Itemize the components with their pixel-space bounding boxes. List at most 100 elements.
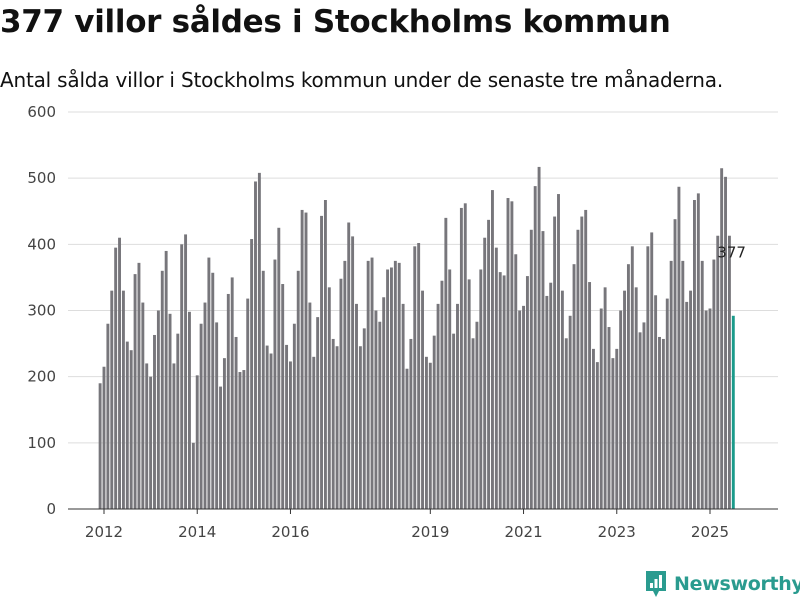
y-tick-labels: 0 100 200 300 400 500 600 [27,103,56,518]
bar [382,297,386,509]
x-tick-label: 2023 [598,523,636,541]
bar [491,190,494,509]
bar [331,338,335,509]
bar [557,194,560,510]
bar [413,246,417,509]
bar [230,277,234,509]
bar [518,310,522,509]
bar [452,333,456,509]
bar [696,193,700,509]
bar [234,336,238,509]
bars [98,166,735,510]
bar [727,235,731,510]
bar [226,293,230,509]
bar [545,295,549,509]
bar [296,270,300,509]
bar [623,290,626,509]
bar [681,260,685,510]
bar [246,298,250,509]
bar [121,290,125,509]
bar [588,282,592,509]
bar [502,275,506,509]
bar [386,269,390,509]
bar [219,386,222,509]
bar [343,260,347,510]
chart-title: 377 villor såldes i Stockholms kommun [0,4,671,40]
bar [211,272,215,509]
x-tick-label: 2012 [85,523,123,541]
bar [669,260,673,510]
bar [595,362,599,509]
bar [176,333,180,509]
y-tick-label: 0 [46,500,56,518]
bar [720,168,724,510]
bar [184,234,188,509]
bar [607,327,611,509]
bar [456,303,459,509]
bar [533,186,537,510]
bar [463,203,467,509]
bar [347,222,351,509]
bar [576,229,580,509]
bar [444,217,448,509]
bar [553,216,557,510]
bar [265,345,269,509]
bar [160,270,164,509]
bar [654,295,658,509]
bar [467,279,471,509]
y-tick-label: 200 [27,368,56,386]
bar [242,370,246,509]
y-tick-label: 400 [27,235,56,253]
bar [448,269,452,509]
bar [355,303,358,509]
bar [366,260,370,510]
bar [114,247,118,509]
bar [568,315,572,509]
bar [393,260,397,510]
bar [98,383,102,509]
bar [156,310,160,509]
bar [281,284,285,509]
x-tick-label: 2016 [271,523,309,541]
bar [549,282,553,509]
bar [677,186,681,509]
y-tick-label: 500 [27,169,56,187]
bar [168,313,172,509]
bar [525,276,529,509]
bar [172,363,176,509]
bar [339,278,343,509]
bar [619,310,623,509]
bar [712,259,716,509]
y-tick-label: 300 [27,302,56,320]
bar [529,229,533,509]
bar [141,302,145,509]
bar [145,363,149,509]
bar [421,290,424,509]
bar [724,176,727,509]
bar [137,262,141,509]
bar [269,353,273,509]
bar [374,310,378,509]
bar [285,344,289,509]
bar [603,287,607,509]
bar [254,181,257,510]
bar [611,358,615,509]
bar [358,346,362,509]
bar [320,215,323,509]
bar [327,287,331,509]
bar [514,254,518,509]
bar [560,290,564,509]
bar [436,303,440,509]
bar [129,350,133,509]
bar [592,348,595,509]
x-tick-label: 2019 [411,523,449,541]
bar [362,328,366,509]
bar [510,201,514,509]
bar [564,338,568,509]
bar [424,356,428,509]
bar [708,308,712,509]
bar [370,257,374,509]
bar [308,302,312,509]
bar [164,250,168,509]
bar [440,280,444,509]
